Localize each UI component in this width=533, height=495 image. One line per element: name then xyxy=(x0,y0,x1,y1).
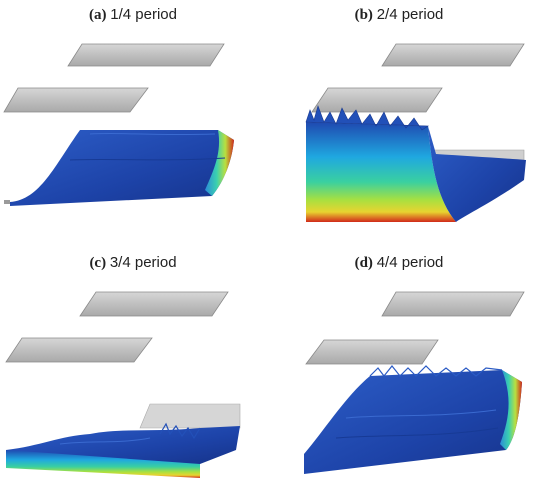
upper-plate xyxy=(381,43,525,67)
water-surface xyxy=(428,126,526,222)
lower-plate xyxy=(311,87,443,113)
panel-caption: (a) 1/4 period xyxy=(0,6,266,24)
panel-label: (c) xyxy=(89,255,107,271)
water-end-face xyxy=(500,370,522,450)
sloshing-scene-d xyxy=(304,291,525,474)
panel-caption: (c) 3/4 period xyxy=(0,254,266,272)
water-surface xyxy=(304,370,522,474)
panel-label: (a) xyxy=(89,7,107,23)
wave-ripple xyxy=(89,132,216,136)
lower-plate xyxy=(305,339,439,365)
sloshing-scene-c xyxy=(5,291,241,478)
lower-plate xyxy=(3,87,149,113)
splash-crest xyxy=(369,365,503,377)
upper-plate xyxy=(79,291,229,317)
panel-title: 2/4 period xyxy=(376,6,444,23)
panel-d: (d) 4/4 period xyxy=(266,248,532,495)
wave-ripple xyxy=(335,427,499,439)
wave-crest-spray xyxy=(159,422,201,440)
panel-title: 4/4 period xyxy=(376,254,444,271)
sloshing-scene-b xyxy=(305,43,526,222)
panel-caption: (d) 4/4 period xyxy=(266,254,532,272)
wave-ripple xyxy=(59,437,151,445)
panel-caption: (b) 2/4 period xyxy=(266,6,532,24)
wave-ripple xyxy=(345,409,497,419)
upper-plate xyxy=(67,43,225,67)
water-end-face xyxy=(205,130,234,196)
water-side-face xyxy=(306,122,456,222)
panel-c: (c) 3/4 period xyxy=(0,248,266,495)
splash-crest xyxy=(305,105,429,131)
panel-title: 1/4 period xyxy=(110,6,177,23)
tank-floor-line xyxy=(4,200,10,204)
panel-b: (b) 2/4 period xyxy=(266,0,532,247)
water-front-face xyxy=(6,450,200,478)
panel-title: 3/4 period xyxy=(109,254,177,271)
panel-a: (a) 1/4 period xyxy=(0,0,266,247)
lower-plate xyxy=(5,337,153,363)
upper-plate xyxy=(381,291,525,317)
sloshing-scene-a xyxy=(3,43,234,206)
panel-label: (d) xyxy=(354,255,373,271)
water-surface xyxy=(10,130,234,206)
wave-ripple xyxy=(69,157,226,161)
tank-back-wall xyxy=(139,403,241,429)
panel-label: (b) xyxy=(354,7,373,23)
